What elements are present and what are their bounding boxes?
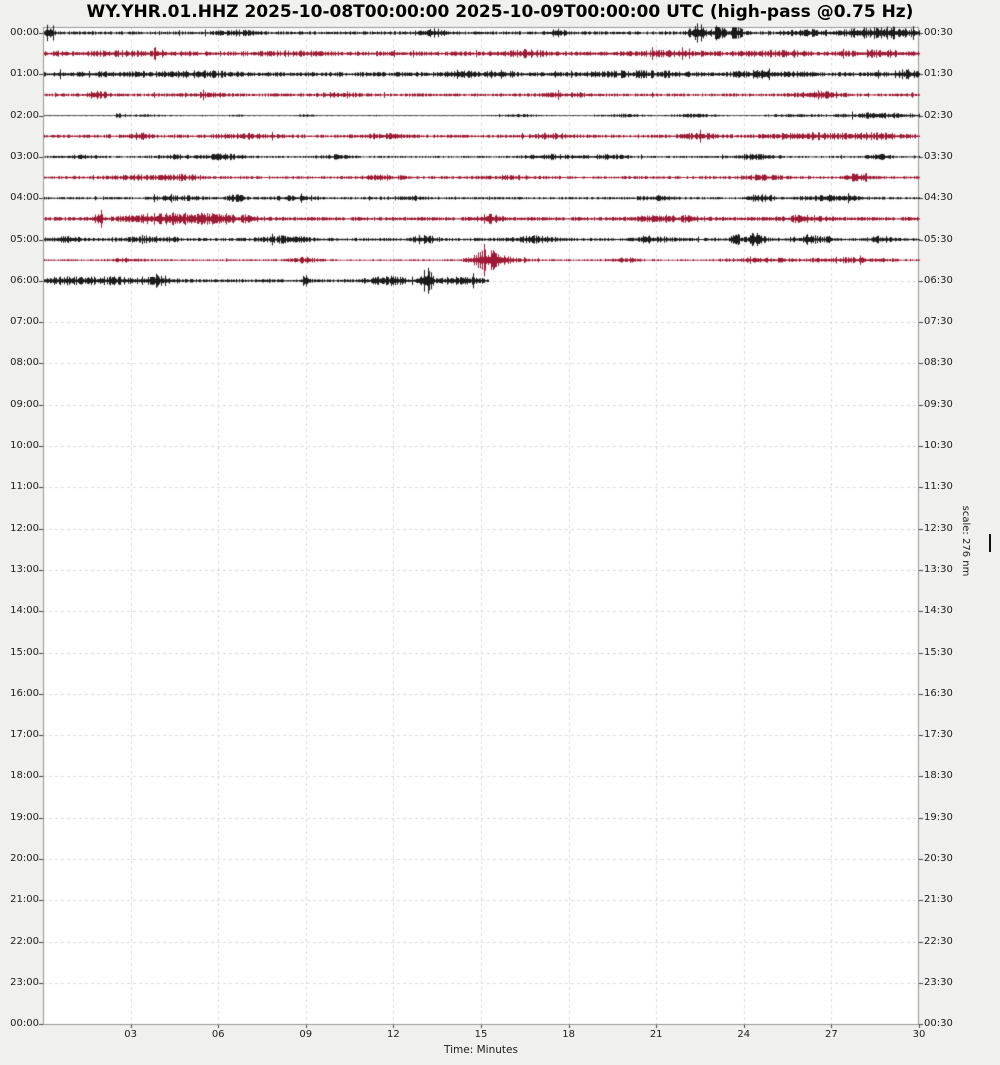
hour-label-left: 13:00 [10, 563, 39, 575]
hour-label-right: 12:30 [924, 522, 953, 534]
hour-label-left: 23:00 [10, 976, 39, 988]
minute-tick-label: 15 [474, 1029, 488, 1040]
minute-tick-label: 24 [737, 1029, 751, 1040]
x-axis-label: Time: Minutes [444, 1044, 518, 1056]
minute-tick-label: 09 [299, 1029, 313, 1040]
hour-label-left: 03:00 [10, 150, 39, 162]
hour-label-right: 00:30 [924, 27, 953, 38]
minute-tick-label: 21 [649, 1029, 663, 1040]
minute-tick-label: 27 [825, 1029, 838, 1040]
hour-label-right: 11:30 [924, 481, 953, 493]
hour-label-right: 15:30 [924, 646, 953, 658]
hour-label-right: 08:30 [924, 357, 953, 369]
hour-label-left: 00:00 [10, 27, 39, 38]
hour-label-right: 18:30 [924, 770, 953, 782]
plot-title: WY.YHR.01.HHZ 2025-10-08T00:00:00 2025-1… [86, 2, 914, 22]
hour-label-left: 21:00 [10, 894, 39, 906]
hour-label-left: 22:00 [10, 935, 39, 947]
hour-label-right: 09:30 [924, 398, 953, 410]
hour-label-right: 19:30 [924, 811, 953, 823]
hour-label-right: 23:30 [924, 976, 953, 988]
hour-label-left: 01:00 [10, 68, 39, 80]
hour-label-right: 01:30 [924, 68, 953, 80]
hour-label-right: 03:30 [924, 150, 953, 162]
hour-label-left: 20:00 [10, 853, 39, 864]
hour-label-left: 14:00 [10, 605, 39, 617]
hour-label-left: 15:00 [10, 646, 39, 658]
hour-label-left: 05:00 [10, 233, 39, 245]
hour-label-right: 17:30 [924, 729, 953, 741]
minute-tick-label: 06 [211, 1029, 225, 1040]
minute-tick-label: 03 [124, 1029, 137, 1040]
hour-label-right: 13:30 [924, 563, 953, 575]
hour-label-left: 02:00 [10, 109, 39, 121]
hour-label-left: 19:00 [10, 811, 39, 823]
hour-label-left: 10:00 [10, 440, 39, 451]
hour-label-left: 06:00 [10, 274, 39, 286]
scale-bar [989, 534, 991, 552]
hour-label-right: 02:30 [924, 109, 953, 121]
hour-label-left: 12:00 [10, 522, 39, 534]
hour-label-left: 18:00 [10, 770, 39, 782]
scale-label: scale: 276 nm [960, 505, 971, 577]
hour-label-right: 16:30 [924, 687, 953, 699]
hour-label-left: 17:00 [10, 729, 39, 741]
hour-label-left: 00:00 [10, 1018, 39, 1030]
hour-label-right: 22:30 [924, 935, 953, 947]
hour-label-right: 05:30 [924, 233, 953, 245]
hour-label-right: 06:30 [924, 274, 953, 286]
hour-label-right: 07:30 [924, 316, 953, 328]
hour-label-right: 04:30 [924, 192, 953, 204]
hour-label-right: 21:30 [924, 894, 953, 906]
hour-label-left: 16:00 [10, 687, 39, 699]
minute-tick-label: 12 [387, 1029, 400, 1040]
minute-tick-label: 18 [562, 1029, 575, 1040]
minute-tick-label: 30 [912, 1029, 926, 1040]
hour-label-left: 07:00 [10, 316, 39, 328]
hour-label-left: 09:00 [10, 398, 39, 410]
hour-label-left: 04:00 [10, 192, 39, 204]
hour-label-right: 20:30 [924, 853, 953, 864]
hour-label-right: 14:30 [924, 605, 953, 617]
hour-label-left: 08:00 [10, 357, 39, 369]
hour-label-right: 00:30 [924, 1018, 953, 1030]
hour-label-right: 10:30 [924, 440, 953, 451]
hour-label-left: 11:00 [10, 481, 39, 493]
